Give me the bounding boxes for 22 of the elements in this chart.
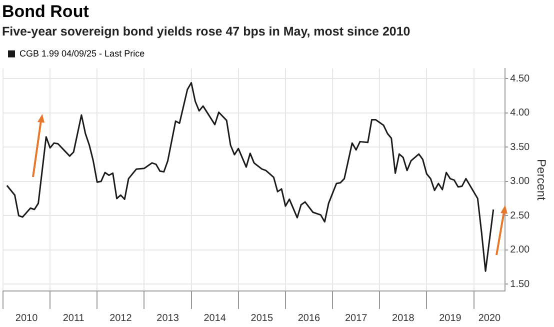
x-tick-label: 2020	[478, 312, 502, 324]
x-tick-label: 2015	[250, 312, 274, 324]
x-tick-label: 2019	[439, 312, 462, 324]
legend-label: CGB 1.99 04/09/25 - Last Price	[20, 48, 145, 58]
y-tick-label: 1.50	[510, 278, 530, 290]
chart-subtitle: Five-year sovereign bond yields rose 47 bps in May, most since 2010	[2, 24, 410, 38]
x-tick-label: 2011	[62, 312, 85, 324]
x-tick-label: 2013	[156, 312, 180, 324]
x-tick-label: 2017	[344, 312, 368, 324]
y-tick-label: 3.00	[510, 176, 530, 188]
y-tick-label: 3.50	[510, 142, 530, 153]
y-tick-label: 4.00	[510, 108, 530, 119]
chart-title: Bond Rout	[2, 2, 90, 21]
x-tick-label: 2012	[110, 312, 132, 324]
y-axis-title: Percent	[534, 159, 548, 202]
y-tick-label: 2.00	[510, 244, 530, 256]
x-tick-label: 2010	[15, 312, 38, 324]
y-tick-label: 4.50	[510, 73, 530, 84]
x-tick-label: 2016	[298, 312, 321, 324]
x-tick-label: 2014	[204, 312, 226, 324]
x-tick-label: 2018	[392, 312, 415, 324]
y-tick-label: 2.50	[510, 210, 530, 222]
